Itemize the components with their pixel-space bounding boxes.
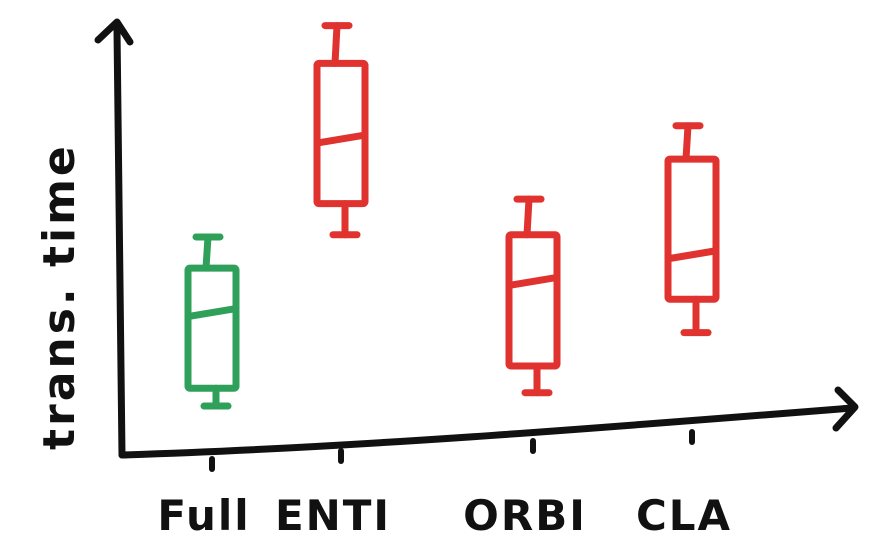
y-axis-arrowhead xyxy=(94,18,134,46)
x-tick-label-cla: CLA xyxy=(636,491,732,540)
box-cla xyxy=(664,155,720,303)
whisker-upper-enti xyxy=(331,22,341,67)
median-orbi xyxy=(505,273,561,289)
x-tick-label-orbi: ORBI xyxy=(463,491,587,540)
x-axis-arrowhead xyxy=(832,386,859,432)
x-tick-label-full: Full xyxy=(157,491,250,540)
box-full xyxy=(184,264,240,392)
whisker-upper-orbi xyxy=(523,195,533,239)
y-axis xyxy=(113,26,126,459)
x-axis xyxy=(118,404,856,459)
median-cla xyxy=(664,247,720,263)
whisker-upper-cla xyxy=(682,122,692,163)
median-enti xyxy=(313,131,369,147)
whisker-upper-full xyxy=(202,233,212,272)
y-axis-label: trans. time xyxy=(34,143,85,450)
median-full xyxy=(184,305,240,321)
chart-marks: Full ENTI ORBI CLA xyxy=(157,22,732,540)
box-orbi xyxy=(505,231,561,370)
x-tick-label-enti: ENTI xyxy=(275,491,391,540)
